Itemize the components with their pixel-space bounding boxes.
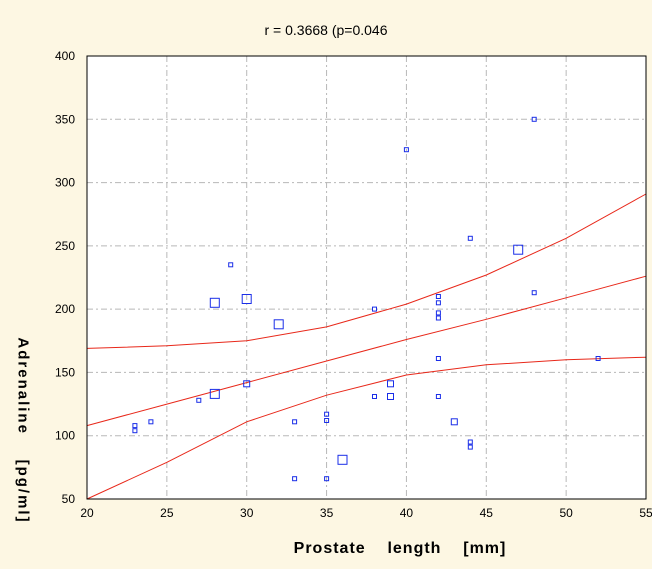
data-point xyxy=(292,476,298,482)
data-point xyxy=(450,418,458,426)
x-tick-label: 30 xyxy=(240,506,254,520)
regression-lines xyxy=(86,193,647,500)
x-tick-label: 50 xyxy=(559,506,573,520)
axis-ticks: 20 25 30 35 40 45 50 55 50 100 150 200 250 300 350 400 xyxy=(55,49,652,520)
y-tick-label: 50 xyxy=(62,492,76,506)
data-point xyxy=(273,319,284,330)
data-point xyxy=(435,356,441,361)
data-point xyxy=(372,306,377,312)
y-tick-label: 250 xyxy=(55,239,75,253)
data-point xyxy=(435,310,441,316)
data-point xyxy=(595,356,601,361)
data-point xyxy=(324,476,330,482)
x-tick-label: 45 xyxy=(480,506,494,520)
data-points xyxy=(132,116,601,482)
x-tick-label: 35 xyxy=(320,506,334,520)
y-axis-label: Adrenaline [pg/ml] xyxy=(14,337,32,524)
chart-title: r = 0.3668 (p=0.046 xyxy=(264,22,388,38)
data-point xyxy=(324,418,330,423)
data-point xyxy=(387,380,394,388)
data-point xyxy=(387,393,394,400)
data-point xyxy=(324,411,330,417)
y-tick-label: 150 xyxy=(55,365,75,379)
x-tick-label: 40 xyxy=(400,506,414,520)
y-tick-label: 400 xyxy=(55,49,75,63)
data-point xyxy=(243,380,251,388)
data-point xyxy=(228,262,234,268)
data-point xyxy=(337,454,348,465)
data-point xyxy=(435,394,441,399)
y-tick-label: 100 xyxy=(55,429,75,443)
plot-border xyxy=(86,55,647,500)
series-line-lower xyxy=(86,356,647,500)
data-point xyxy=(513,244,524,255)
series-line-fit xyxy=(86,275,647,427)
data-point xyxy=(209,297,220,308)
plot-area xyxy=(87,56,646,499)
data-point xyxy=(435,294,441,299)
data-point xyxy=(196,397,202,403)
x-axis-label: Prostate length [mm] xyxy=(293,540,507,557)
grid-lines xyxy=(87,56,646,499)
data-point xyxy=(372,394,377,399)
data-point xyxy=(403,147,409,153)
data-point xyxy=(435,315,441,321)
data-point xyxy=(531,290,537,296)
series-line-upper xyxy=(86,193,647,349)
y-tick-label: 350 xyxy=(55,112,75,126)
y-tick-label: 200 xyxy=(55,302,75,316)
data-point xyxy=(148,419,154,425)
data-point xyxy=(531,116,537,122)
data-point xyxy=(209,388,220,399)
x-tick-label: 55 xyxy=(639,506,652,520)
data-point xyxy=(132,428,138,434)
x-tick-label: 20 xyxy=(80,506,94,520)
y-tick-label: 300 xyxy=(55,176,75,190)
data-point xyxy=(467,439,473,445)
data-point xyxy=(241,294,252,304)
data-point xyxy=(467,235,473,241)
data-point xyxy=(435,300,441,306)
data-point xyxy=(132,423,138,429)
data-point xyxy=(292,419,298,425)
x-tick-label: 25 xyxy=(160,506,174,520)
data-point xyxy=(467,444,473,450)
